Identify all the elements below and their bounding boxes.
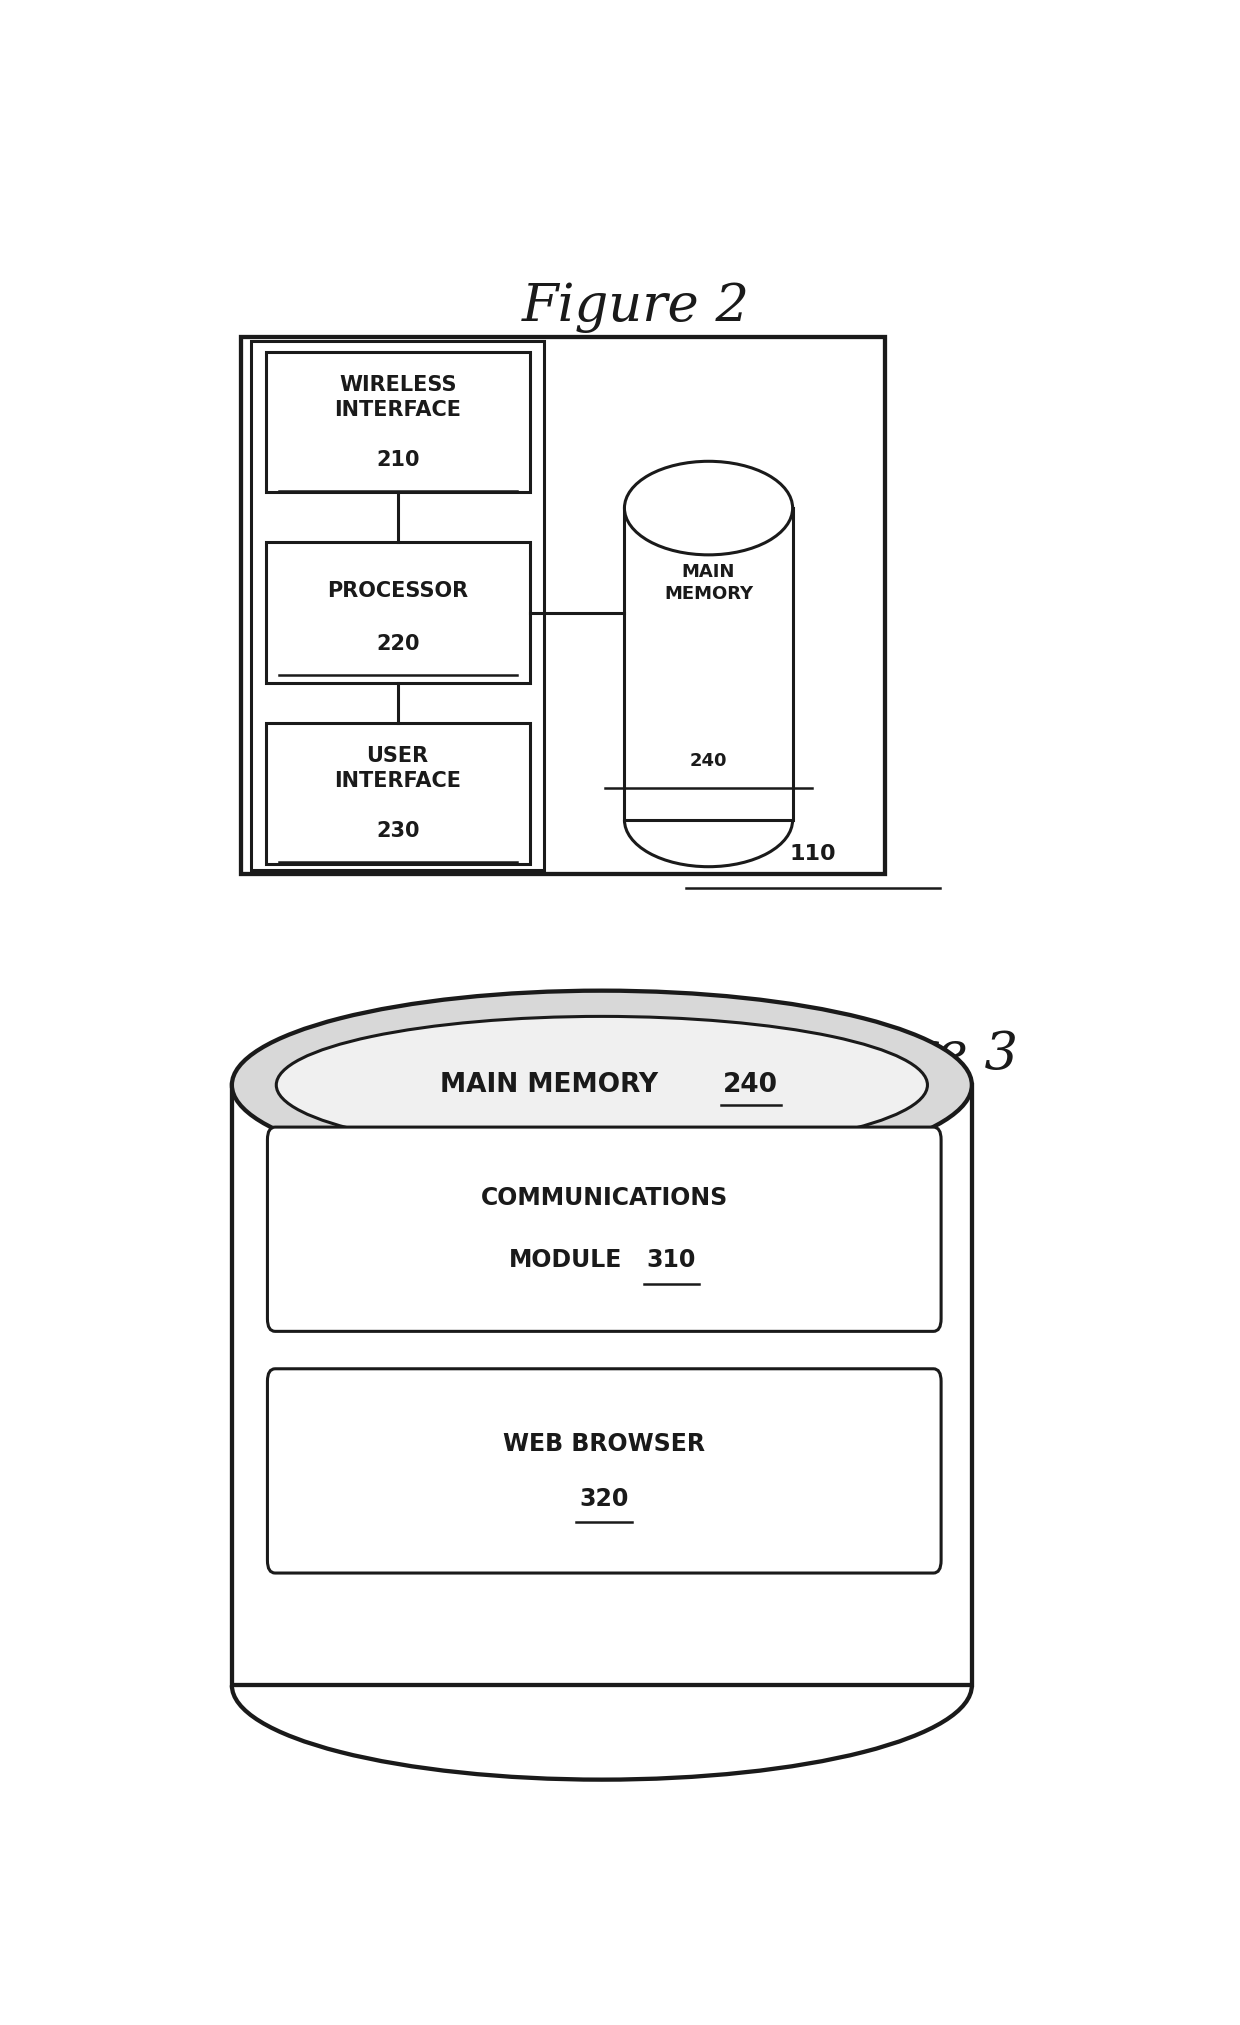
FancyBboxPatch shape — [625, 508, 792, 820]
Text: MAIN MEMORY: MAIN MEMORY — [440, 1071, 658, 1098]
Ellipse shape — [277, 1017, 928, 1154]
Text: 310: 310 — [647, 1247, 696, 1272]
Text: 320: 320 — [579, 1486, 629, 1511]
Text: Figure 3: Figure 3 — [791, 1031, 1018, 1081]
FancyBboxPatch shape — [242, 336, 885, 875]
Text: MAIN
MEMORY: MAIN MEMORY — [663, 563, 753, 603]
FancyBboxPatch shape — [232, 1085, 972, 1685]
Text: 240: 240 — [689, 751, 728, 770]
Ellipse shape — [232, 990, 972, 1179]
FancyBboxPatch shape — [250, 342, 544, 871]
FancyBboxPatch shape — [268, 1128, 941, 1330]
Text: 240: 240 — [723, 1071, 779, 1098]
Text: COMMUNICATIONS: COMMUNICATIONS — [481, 1187, 728, 1211]
Ellipse shape — [625, 462, 792, 555]
Text: PROCESSOR: PROCESSOR — [327, 581, 469, 601]
Text: MODULE: MODULE — [510, 1247, 622, 1272]
Text: 230: 230 — [376, 820, 419, 840]
Text: 220: 220 — [376, 634, 419, 654]
Text: USER
INTERFACE: USER INTERFACE — [334, 745, 461, 792]
FancyBboxPatch shape — [268, 1369, 941, 1573]
FancyBboxPatch shape — [265, 352, 529, 492]
FancyBboxPatch shape — [265, 723, 529, 863]
Text: WEB BROWSER: WEB BROWSER — [503, 1432, 706, 1456]
Text: 210: 210 — [376, 450, 419, 470]
Text: 110: 110 — [790, 844, 837, 865]
Text: WIRELESS
INTERFACE: WIRELESS INTERFACE — [334, 375, 461, 419]
Text: Figure 2: Figure 2 — [522, 281, 749, 332]
FancyBboxPatch shape — [265, 543, 529, 682]
